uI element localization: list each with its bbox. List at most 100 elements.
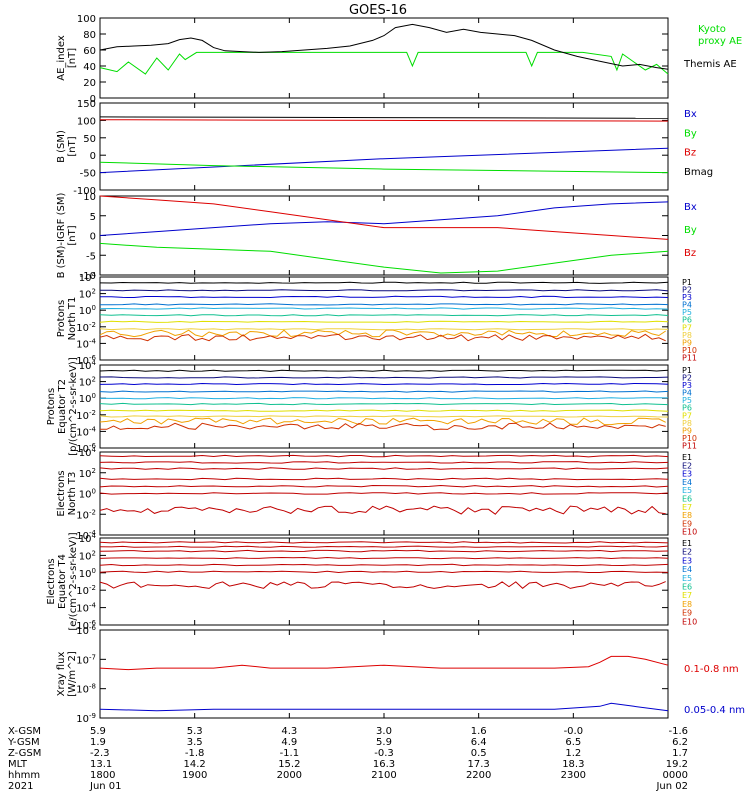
y-tick-label: 10-4 — [76, 337, 96, 350]
legend-p4: P4 — [682, 389, 692, 398]
ephemeris-value: Jun 01 — [89, 781, 122, 792]
ephemeris-value: 0.5 — [471, 748, 487, 759]
ephemeris-row-label: Z-GSM — [8, 748, 41, 759]
y-tick-label: 10-6 — [76, 442, 96, 455]
ephemeris-value: 4.9 — [281, 737, 297, 748]
y-axis-label: B (SM)-IGRF (SM) [nT] — [56, 193, 78, 279]
legend-e2: E2 — [682, 461, 692, 470]
legend-p1: P1 — [682, 278, 692, 287]
ephemeris-value: 3.5 — [187, 737, 203, 748]
legend-p6: P6 — [682, 404, 692, 413]
y-tick-label: 10-9 — [76, 712, 96, 725]
legend-e3: E3 — [682, 470, 692, 479]
y-axis-label-line: [nT] — [67, 136, 78, 156]
y-tick-label: 10 — [83, 192, 96, 203]
y-tick-label: 10-6 — [76, 354, 96, 367]
series-p9 — [99, 329, 666, 338]
ephemeris-value: 18.3 — [562, 759, 584, 770]
legend-p9: P9 — [682, 338, 692, 347]
y-axis-label-line: [e/(cm^2-s-sr-keV)] — [68, 532, 79, 630]
series-p4 — [99, 303, 669, 306]
legend-bmag: Bmag — [684, 167, 713, 178]
legend-p5: P5 — [682, 308, 692, 317]
ephemeris-value: 1900 — [182, 770, 207, 781]
y-axis-label-line: Electrons — [46, 558, 57, 604]
panel-frame — [99, 276, 669, 361]
series-e1 — [99, 454, 669, 458]
series-p7 — [99, 409, 669, 412]
legend-p2: P2 — [682, 286, 692, 295]
legend-e9: E9 — [682, 609, 692, 618]
series-p3 — [99, 295, 669, 299]
y-tick-label: -100 — [73, 186, 96, 197]
legend-bx: Bx — [684, 109, 697, 120]
y-axis-label: Protons North T1 — [56, 297, 78, 341]
ephemeris-value: 17.3 — [468, 759, 490, 770]
y-axis-label: B (SM) [nT] — [56, 130, 78, 163]
y-tick-label: 10-8 — [76, 683, 96, 696]
legend-p8: P8 — [682, 419, 692, 428]
ephemeris-value: 3.0 — [376, 726, 392, 737]
legend-e2: E2 — [682, 548, 692, 557]
panel-frame — [99, 102, 669, 191]
series-p7 — [99, 320, 669, 323]
legend-e4: E4 — [682, 565, 692, 574]
legend-themis-ae: Themis AE — [683, 59, 737, 70]
y-tick-label: -50 — [80, 169, 96, 180]
series-p5 — [99, 307, 669, 310]
y-tick-label: 10-2 — [76, 409, 96, 422]
ephemeris-row-label: Y-GSM — [7, 737, 40, 748]
y-tick-label: 10-6 — [76, 619, 96, 632]
y-tick-label: 100 — [79, 392, 96, 405]
legend-e5: E5 — [682, 486, 692, 495]
legend-kyoto-proxy-ae: Kyoto — [698, 24, 726, 35]
series-p4 — [99, 390, 669, 393]
y-tick-label: 104 — [79, 359, 97, 372]
series-p6 — [99, 314, 669, 317]
y-tick-label: 100 — [77, 116, 96, 127]
ephemeris-value: 5.9 — [90, 726, 106, 737]
series-e5 — [99, 484, 669, 488]
panel-bsm: -100 -50 0 50 100 150 B (SM) [nT] Bx By Bz Bmag — [56, 99, 713, 197]
legend-0-05-0-4-nm: 0.05-0.4 nm — [684, 705, 745, 716]
legend-e4: E4 — [682, 478, 692, 487]
ephemeris-value: -1.6 — [668, 726, 688, 737]
legend-e6: E6 — [682, 583, 692, 592]
series-p2 — [99, 376, 669, 379]
panel-frame — [99, 195, 669, 276]
y-axis-label-line: [W/m^2] — [67, 651, 78, 697]
ephemeris-value: 5.9 — [376, 737, 392, 748]
ephemeris-value: 1.6 — [471, 726, 487, 737]
legend-p8: P8 — [682, 331, 692, 340]
legend-e7: E7 — [682, 503, 692, 512]
series-e2 — [99, 461, 669, 464]
ephemeris-table: X-GSMY-GSMZ-GSMMLThhmm20215.91.9-2.313.1… — [7, 726, 688, 792]
ephemeris-value: 2300 — [561, 770, 586, 781]
ephemeris-value: 6.4 — [471, 737, 487, 748]
series-p8 — [99, 328, 669, 331]
series-e5 — [99, 563, 669, 567]
y-axis-label-line: [nT] — [67, 225, 78, 245]
series-0-05-0-4-nm — [99, 702, 669, 712]
y-axis-label-line: AE_index — [56, 35, 67, 81]
series-e4 — [99, 556, 669, 560]
legend-by: By — [684, 225, 697, 236]
y-tick-label: 100 — [79, 567, 96, 580]
y-axis-label-line: Electrons — [56, 470, 67, 516]
series-0-1-0-8-nm — [99, 655, 669, 671]
y-tick-label: 0 — [90, 232, 96, 243]
ephemeris-value: 4.3 — [281, 726, 297, 737]
y-tick-label: 100 — [77, 14, 96, 25]
y-axis-label: Electrons North T3 — [56, 470, 78, 516]
legend-p2: P2 — [682, 374, 692, 383]
y-axis-label-line: Equator T2 — [57, 379, 68, 434]
series-p10 — [100, 422, 666, 431]
series-e6 — [99, 492, 669, 495]
legend-0-1-0-8-nm: 0.1-0.8 nm — [684, 664, 739, 675]
series-bx — [99, 201, 669, 236]
ephemeris-row-label: hhmm — [8, 770, 40, 781]
y-axis-label: Protons Equator T2 [p/(cm^2-s-sr-keV)] — [46, 357, 79, 456]
